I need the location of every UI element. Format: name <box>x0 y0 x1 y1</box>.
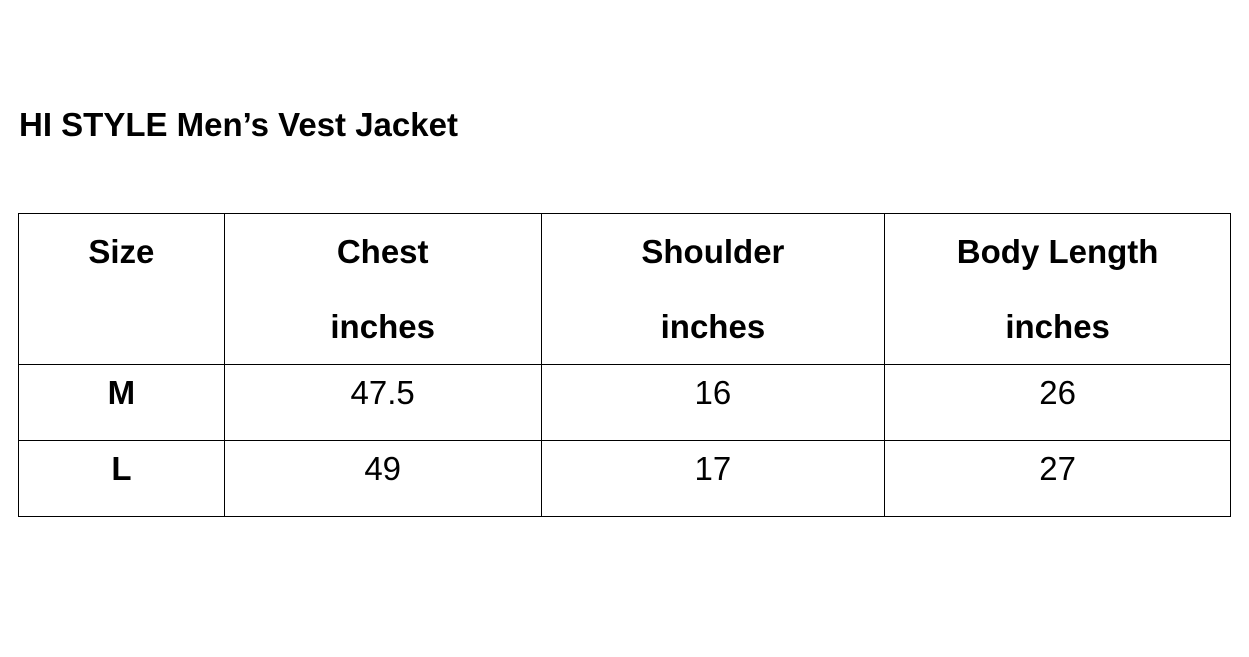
body-length-cell: 27 <box>884 440 1231 517</box>
size-chart-table: Size Chest inches Shoulder inches Body Len… <box>18 213 1231 517</box>
table-row: M 47.5 16 26 <box>18 364 1231 441</box>
shoulder-cell: 17 <box>540 440 886 517</box>
body-length-cell: 26 <box>884 364 1231 441</box>
shoulder-cell: 16 <box>540 364 886 441</box>
chest-cell: 49 <box>223 440 542 517</box>
header-chest: Chest inches <box>223 213 542 365</box>
table-row: L 49 17 27 <box>18 440 1231 517</box>
header-shoulder: Shoulder inches <box>540 213 886 365</box>
header-label: Size <box>88 233 155 270</box>
chest-cell: 47.5 <box>223 364 542 441</box>
header-label: Body Length <box>956 233 1159 270</box>
header-size: Size <box>18 213 225 365</box>
header-row: Size Chest inches Shoulder inches Body Len… <box>18 213 1231 365</box>
header-unit: inches <box>330 308 435 345</box>
header-label: Shoulder <box>641 233 785 270</box>
header-unit: inches <box>1005 308 1110 345</box>
size-cell: M <box>18 364 225 441</box>
header-label: Chest <box>336 233 429 270</box>
header-body-length: Body Length inches <box>884 213 1231 365</box>
size-cell: L <box>18 440 225 517</box>
header-unit: inches <box>660 308 766 345</box>
page-title: HI STYLE Men’s Vest Jacket <box>19 106 458 143</box>
